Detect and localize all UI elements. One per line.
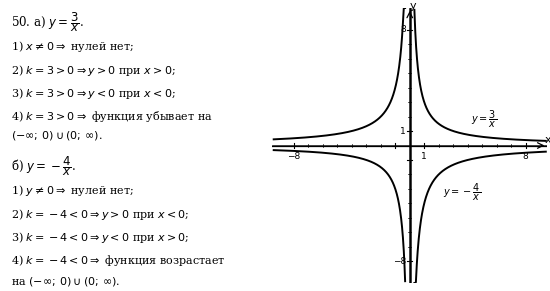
Text: на $(-\infty;\,0)\cup(0;\,\infty)$.: на $(-\infty;\,0)\cup(0;\,\infty)$.: [10, 275, 120, 288]
Text: $y=-\dfrac{4}{x}$: $y=-\dfrac{4}{x}$: [443, 182, 481, 203]
Text: 1) $x\neq0 \Rightarrow$ нулей нет;: 1) $x\neq0 \Rightarrow$ нулей нет;: [10, 39, 134, 54]
Text: 8: 8: [400, 25, 406, 34]
Text: $y=\dfrac{3}{x}$: $y=\dfrac{3}{x}$: [471, 109, 497, 129]
Text: 1) $y\neq0 \Rightarrow$ нулей нет;: 1) $y\neq0 \Rightarrow$ нулей нет;: [10, 183, 134, 198]
Text: 8: 8: [522, 152, 529, 161]
Text: б) $y = -\dfrac{4}{x}$.: б) $y = -\dfrac{4}{x}$.: [10, 154, 75, 178]
Text: 4) $k = 3{>}0 \Rightarrow$ функция убывает на: 4) $k = 3{>}0 \Rightarrow$ функция убыва…: [10, 109, 212, 124]
Text: x: x: [544, 135, 550, 146]
Text: −8: −8: [287, 152, 301, 161]
Text: 3) $k = -4{<}0 \Rightarrow y{<}0$ при $x{>}0$;: 3) $k = -4{<}0 \Rightarrow y{<}0$ при $x…: [10, 230, 189, 245]
Text: 1: 1: [400, 127, 406, 136]
Text: 2) $k = 3{>}0 \Rightarrow y{>}0$ при $x{>}0$;: 2) $k = 3{>}0 \Rightarrow y{>}0$ при $x{…: [10, 63, 175, 78]
Text: −8: −8: [393, 257, 406, 266]
Text: $(-\infty;\,0)\cup(0;\,\infty)$.: $(-\infty;\,0)\cup(0;\,\infty)$.: [10, 129, 102, 143]
Text: 4) $k = -4{<}0 \Rightarrow$ функция возрастает: 4) $k = -4{<}0 \Rightarrow$ функция возр…: [10, 253, 225, 268]
Text: 2) $k = -4{<}0 \Rightarrow y{>}0$ при $x{<}0$;: 2) $k = -4{<}0 \Rightarrow y{>}0$ при $x…: [10, 207, 189, 222]
Text: 50. а) $y = \dfrac{3}{x}$.: 50. а) $y = \dfrac{3}{x}$.: [10, 10, 84, 34]
Text: 3) $k = 3{>}0 \Rightarrow y{<}0$ при $x{<}0$;: 3) $k = 3{>}0 \Rightarrow y{<}0$ при $x{…: [10, 86, 175, 101]
Text: 1: 1: [421, 152, 427, 161]
Text: y: y: [410, 1, 417, 11]
